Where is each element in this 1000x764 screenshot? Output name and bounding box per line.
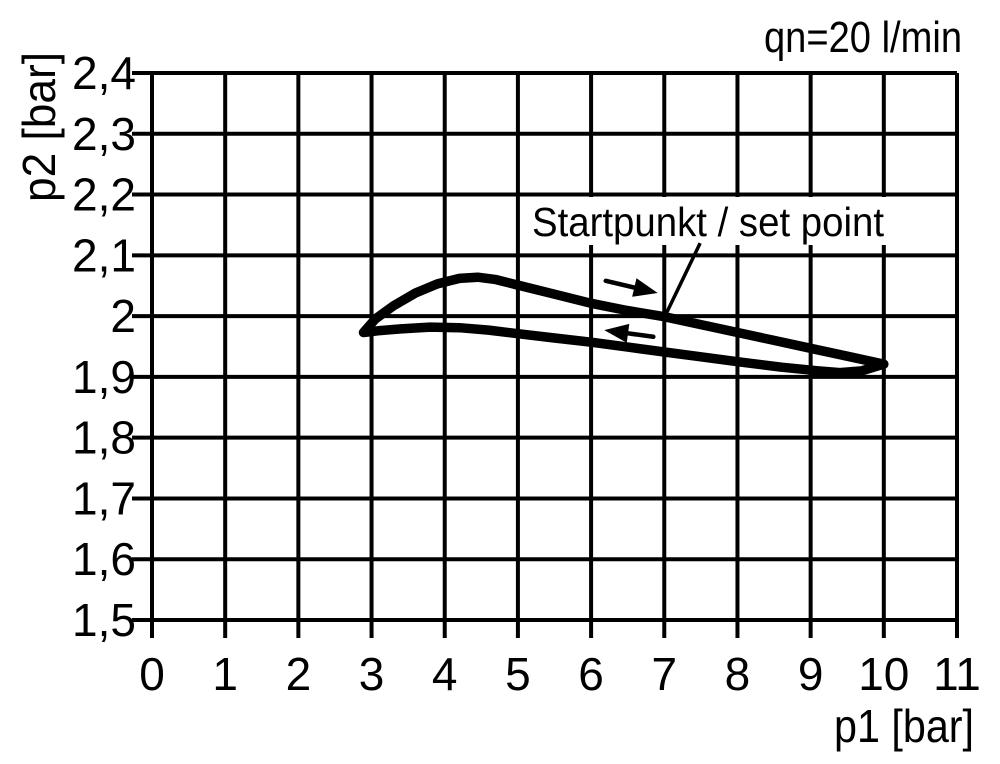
forward-direction-arrow-shaft (603, 278, 639, 291)
y-tick-label: 1,9 (72, 351, 136, 403)
x-tick-label: 4 (432, 648, 458, 700)
return-direction-arrow-shaft (623, 330, 656, 340)
y-tick-label: 2 (110, 290, 136, 342)
y-tick-label: 2,3 (72, 108, 136, 160)
x-tick-label: 6 (578, 648, 604, 700)
x-tick-label: 11 (933, 648, 981, 700)
y-tick-label: 2,2 (72, 169, 136, 221)
y-tick-label: 1,5 (72, 594, 136, 646)
x-tick-label: 3 (359, 648, 385, 700)
x-tick-label: 8 (725, 648, 751, 700)
setpoint-leader-line (663, 242, 702, 317)
curve-layer (358, 272, 889, 378)
annotation-bg (524, 197, 890, 245)
forward-direction-arrow-head (632, 278, 658, 297)
x-axis-label: p1 [bar] (834, 700, 974, 752)
y-tick-label: 2,4 (72, 47, 136, 99)
hysteresis-loop-curve (358, 272, 889, 378)
annotation-lines-layer (663, 242, 702, 317)
x-tick-label: 2 (286, 648, 312, 700)
y-tick-label: 1,7 (72, 472, 136, 524)
y-tick-label: 2,1 (72, 229, 136, 281)
x-tick-label: 7 (651, 648, 677, 700)
return-direction-arrow-head (604, 323, 630, 343)
setpoint-annotation-label: Startpunkt / set point (532, 199, 885, 245)
arrow-layer (603, 278, 658, 343)
x-tick-label: 10 (858, 648, 909, 700)
x-tick-label: 0 (139, 648, 165, 700)
tick-label-layer: 1,51,61,71,81,922,12,22,32,40 1 2 3 4 5 6 7 8 9 10… (72, 47, 981, 700)
x-tick-label: 5 (505, 648, 531, 700)
x-tick-label: 9 (798, 648, 824, 700)
x-tick-label: 1 (212, 648, 238, 700)
y-tick-label: 1,6 (72, 533, 136, 585)
y-axis-label: p2 [bar] (13, 52, 65, 202)
chart-title: qn=20 l/min (764, 13, 962, 62)
y-tick-label: 1,8 (72, 412, 136, 464)
